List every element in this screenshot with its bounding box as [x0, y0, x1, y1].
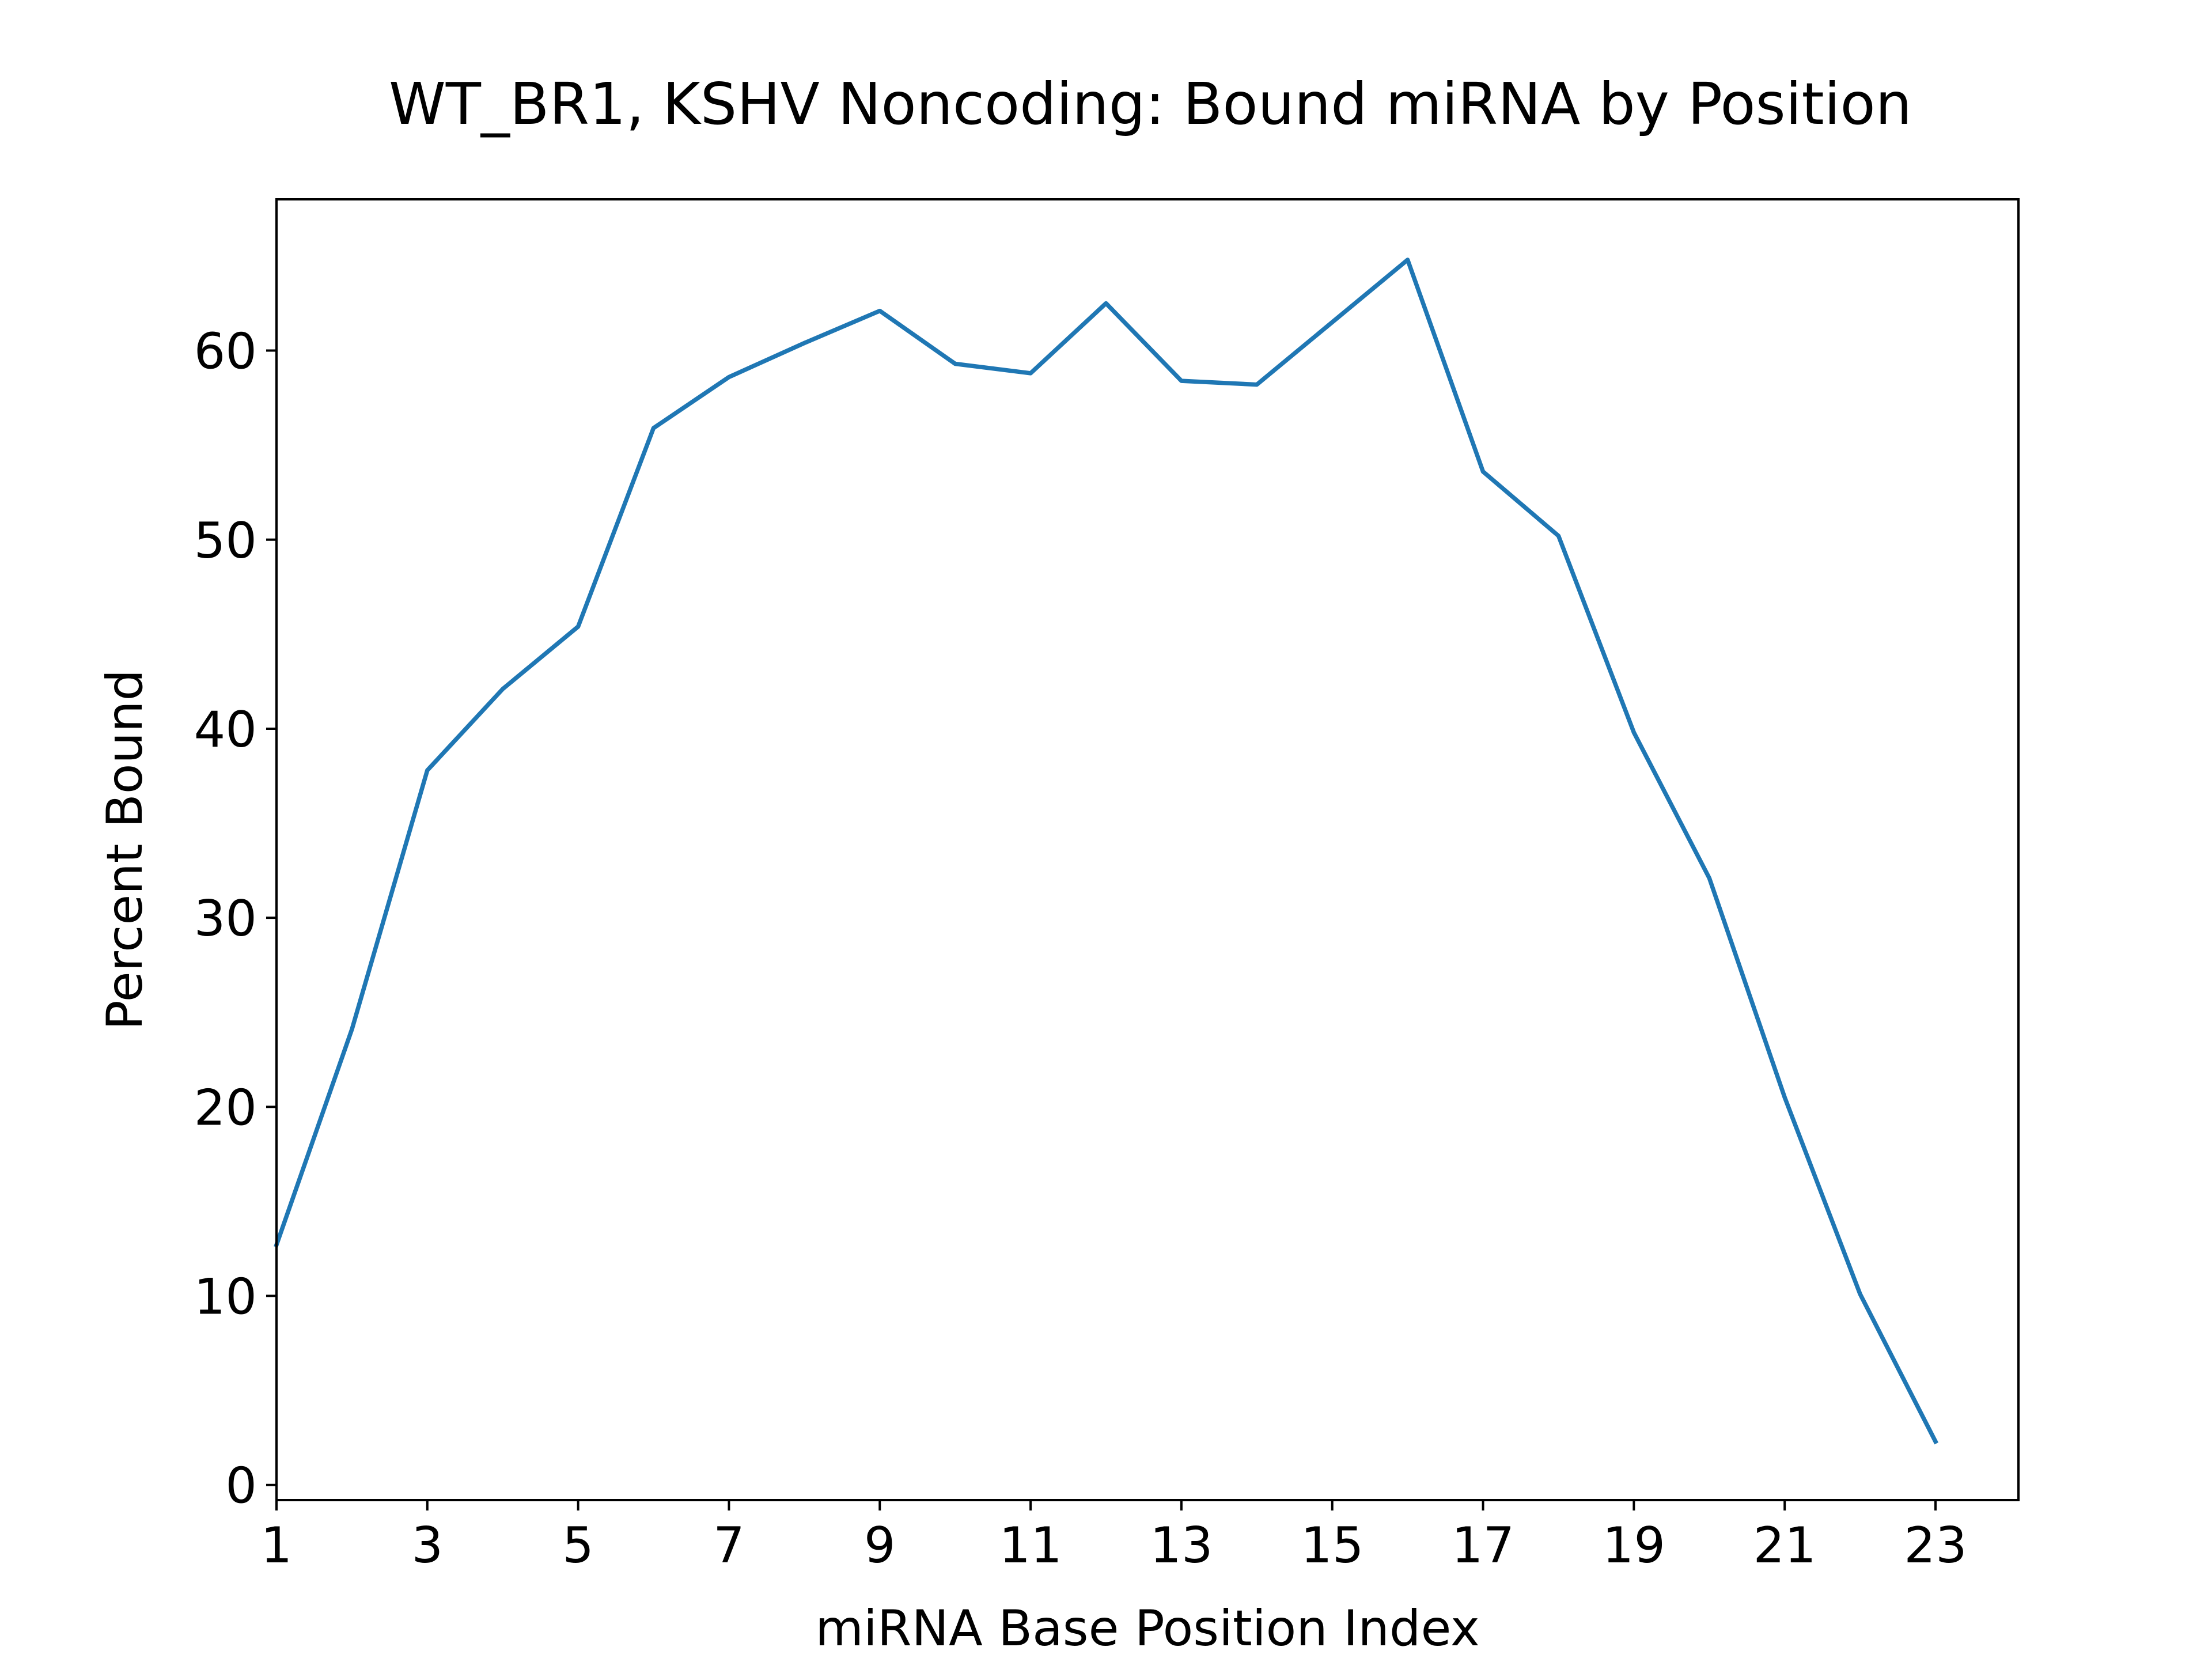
- x-axis: 1 3 5 7 9 11 13 15 17 19 21 23: [261, 1500, 1967, 1574]
- plot-area-frame: [275, 198, 2020, 1501]
- series-layer: [274, 258, 1939, 1445]
- x-tick-label: 1: [261, 1517, 293, 1574]
- x-tick-label: 5: [562, 1517, 594, 1574]
- y-tick-label: 20: [194, 1079, 257, 1137]
- data-point: [1482, 470, 1485, 474]
- data-point: [652, 426, 656, 430]
- data-point: [1029, 372, 1032, 375]
- data-point: [1556, 534, 1560, 537]
- series-line-0: [274, 258, 1939, 1445]
- y-tick-label: 60: [194, 323, 257, 381]
- data-point: [426, 768, 429, 772]
- x-tick-label: 11: [999, 1517, 1062, 1574]
- data-point: [802, 341, 806, 344]
- x-tick-label: 13: [1150, 1517, 1213, 1574]
- data-point: [501, 687, 505, 691]
- x-tick-label: 15: [1301, 1517, 1363, 1574]
- data-point: [1707, 876, 1711, 880]
- data-point: [1934, 1440, 1937, 1443]
- x-tick-label: 21: [1753, 1517, 1816, 1574]
- data-point: [1180, 379, 1183, 383]
- y-tick-label: 40: [194, 701, 257, 759]
- y-tick-label: 50: [194, 512, 257, 570]
- data-point: [1331, 320, 1334, 324]
- data-point: [878, 309, 881, 313]
- x-tick-label: 17: [1452, 1517, 1514, 1574]
- data-point: [1104, 302, 1108, 305]
- x-tick-label: 23: [1904, 1517, 1967, 1574]
- y-tick-label: 10: [194, 1269, 257, 1326]
- y-axis-label: Percent Bound: [96, 669, 154, 1030]
- data-point: [1858, 1292, 1862, 1296]
- x-tick-label: 3: [411, 1517, 443, 1574]
- data-point: [1632, 731, 1635, 735]
- data-point: [727, 376, 730, 379]
- data-point: [1783, 1096, 1786, 1099]
- y-tick-label: 0: [225, 1457, 257, 1515]
- x-axis-label: miRNA Base Position Index: [815, 1600, 1480, 1657]
- x-tick-label: 7: [713, 1517, 745, 1574]
- data-point: [1255, 383, 1259, 387]
- x-tick-label: 19: [1603, 1517, 1665, 1574]
- data-point: [953, 362, 957, 366]
- y-tick-label: 30: [194, 890, 257, 948]
- y-axis: 0 10 20 30 40 50 60: [194, 323, 276, 1515]
- data-point: [1406, 258, 1410, 262]
- data-point: [350, 1028, 354, 1031]
- chart-title: WT_BR1, KSHV Noncoding: Bound miRNA by P…: [389, 70, 1912, 138]
- data-point: [577, 625, 580, 629]
- x-tick-label: 9: [864, 1517, 896, 1574]
